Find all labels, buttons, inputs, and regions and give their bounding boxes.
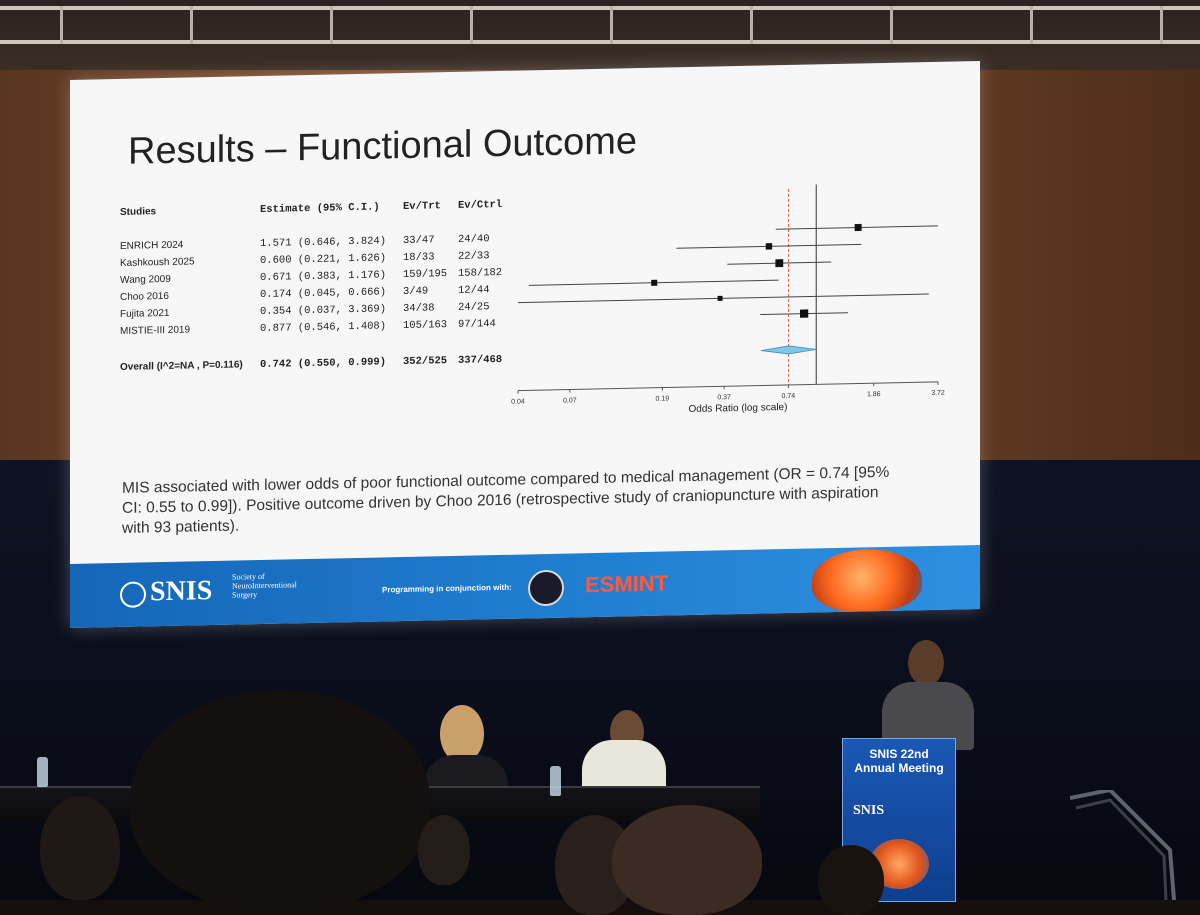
- point-estimate-marker: [765, 243, 773, 250]
- snis-subtitle-line: Surgery: [232, 590, 258, 600]
- study-ev-ctrl: 24/25: [458, 301, 490, 314]
- esmint-logo: ESMINT: [585, 570, 669, 598]
- header-ev-trt: Ev/Trt: [403, 200, 441, 214]
- audience-member: [418, 815, 470, 885]
- study-name: ENRICH 2024: [120, 239, 184, 252]
- slide-caption: MIS associated with lower odds of poor f…: [122, 463, 890, 537]
- study-estimate: 0.600 (0.221, 1.626): [260, 252, 387, 268]
- study-name: Wang 2009: [120, 273, 171, 286]
- audience-member: [818, 845, 884, 915]
- globe-icon: [120, 580, 146, 608]
- podium-logo: SNIS: [853, 803, 885, 818]
- study-estimate: 1.571 (0.646, 3.824): [260, 235, 387, 251]
- study-ev-trt: 105/163: [403, 319, 448, 333]
- study-ev-ctrl: 12/44: [458, 284, 490, 297]
- podium-line: SNIS 22nd: [869, 747, 929, 761]
- study-ev-trt: 159/195: [403, 268, 448, 282]
- truss-strut: [610, 6, 613, 44]
- podium-line: Annual Meeting: [854, 761, 944, 775]
- audience-member: [40, 796, 120, 900]
- overall-ev-trt: 352/525: [403, 355, 448, 369]
- study-ev-trt: 18/33: [403, 251, 435, 265]
- overall-estimate: 0.742 (0.550, 0.999): [260, 356, 387, 372]
- overall-diamond: [760, 345, 817, 355]
- study-name: Choo 2016: [120, 290, 169, 303]
- truss-rail: [0, 6, 1200, 10]
- study-ev-trt: 3/49: [403, 285, 429, 299]
- x-tick-label: 0.04: [511, 398, 525, 405]
- study-name: MISTIE-III 2019: [120, 324, 191, 337]
- truss-strut: [1030, 6, 1033, 44]
- study-ev-ctrl: 158/182: [458, 266, 503, 280]
- study-estimate: 0.174 (0.045, 0.666): [260, 286, 387, 302]
- study-ev-trt: 33/47: [403, 234, 435, 248]
- overall-label: Overall (I^2=NA , P=0.116): [120, 359, 243, 373]
- truss-strut: [470, 6, 473, 44]
- truss-strut: [330, 6, 333, 44]
- header-studies: Studies: [120, 206, 157, 218]
- water-bottle-icon: [550, 766, 561, 796]
- speaker: [880, 640, 976, 750]
- x-tick-label: 3.72: [931, 390, 945, 397]
- header-estimate: Estimate (95% C.I.): [260, 201, 380, 217]
- study-ev-ctrl: 97/144: [458, 318, 496, 331]
- study-ev-ctrl: 22/33: [458, 250, 490, 263]
- snis-subtitle: Society of NeuroInterventional Surgery: [232, 571, 297, 600]
- truss-strut: [1160, 6, 1163, 44]
- study-ev-ctrl: 24/40: [458, 233, 490, 246]
- study-estimate: 0.671 (0.383, 1.176): [260, 269, 387, 285]
- slide-title: Results – Functional Outcome: [128, 120, 638, 173]
- audience-member: [612, 805, 762, 915]
- x-tick-label: 1.86: [867, 391, 881, 398]
- podium-title: SNIS 22nd Annual Meeting: [843, 747, 955, 775]
- x-tick-label: 0.74: [782, 393, 796, 400]
- overall-ev-ctrl: 337/468: [458, 353, 503, 367]
- brain-graphic-icon: [812, 548, 922, 613]
- snis-subtitle-line: NeuroInterventional: [232, 580, 297, 591]
- truss-strut: [750, 6, 753, 44]
- panelist-head: [440, 705, 484, 763]
- x-tick-label: 0.07: [563, 397, 577, 404]
- study-estimate: 0.877 (0.546, 1.408): [260, 320, 387, 336]
- audience-member: [130, 690, 430, 910]
- point-estimate-marker: [651, 279, 658, 286]
- x-tick-label: 0.19: [656, 395, 670, 402]
- truss-strut: [60, 6, 63, 44]
- point-estimate-marker: [854, 223, 862, 232]
- ceiling-truss: [0, 0, 1200, 70]
- stage-railing: [1070, 790, 1176, 900]
- programming-text: Programming in conjunction with:: [382, 582, 512, 595]
- study-name: Kashkoush 2025: [120, 256, 195, 269]
- x-tick-label: 0.37: [717, 394, 731, 401]
- point-estimate-marker: [775, 259, 784, 268]
- society-seal-icon: [528, 569, 564, 607]
- snis-logo-text: SNIS: [150, 575, 213, 608]
- speaker-head: [908, 640, 944, 686]
- study-name: Fujita 2021: [120, 307, 170, 320]
- study-ev-trt: 34/38: [403, 302, 435, 316]
- water-bottle-icon: [37, 757, 48, 787]
- truss-strut: [890, 6, 893, 44]
- point-estimate-marker: [717, 295, 723, 301]
- ci-line: [518, 293, 929, 304]
- study-estimate: 0.354 (0.037, 3.369): [260, 303, 387, 319]
- header-ev-ctrl: Ev/Ctrl: [458, 198, 503, 212]
- x-axis: [518, 381, 938, 392]
- forest-plot: 0.04 0.07 0.19 0.37 0.74 1.86 3.72 Odds Ratio (…: [511, 184, 945, 415]
- truss-rail: [0, 40, 1200, 44]
- x-axis-label: Odds Ratio (log scale): [689, 402, 788, 415]
- point-estimate-marker: [800, 309, 809, 318]
- snis-logo: SNIS: [120, 575, 212, 609]
- projection-slide: Results – Functional Outcome Studies Est…: [70, 60, 980, 628]
- truss-strut: [190, 6, 193, 44]
